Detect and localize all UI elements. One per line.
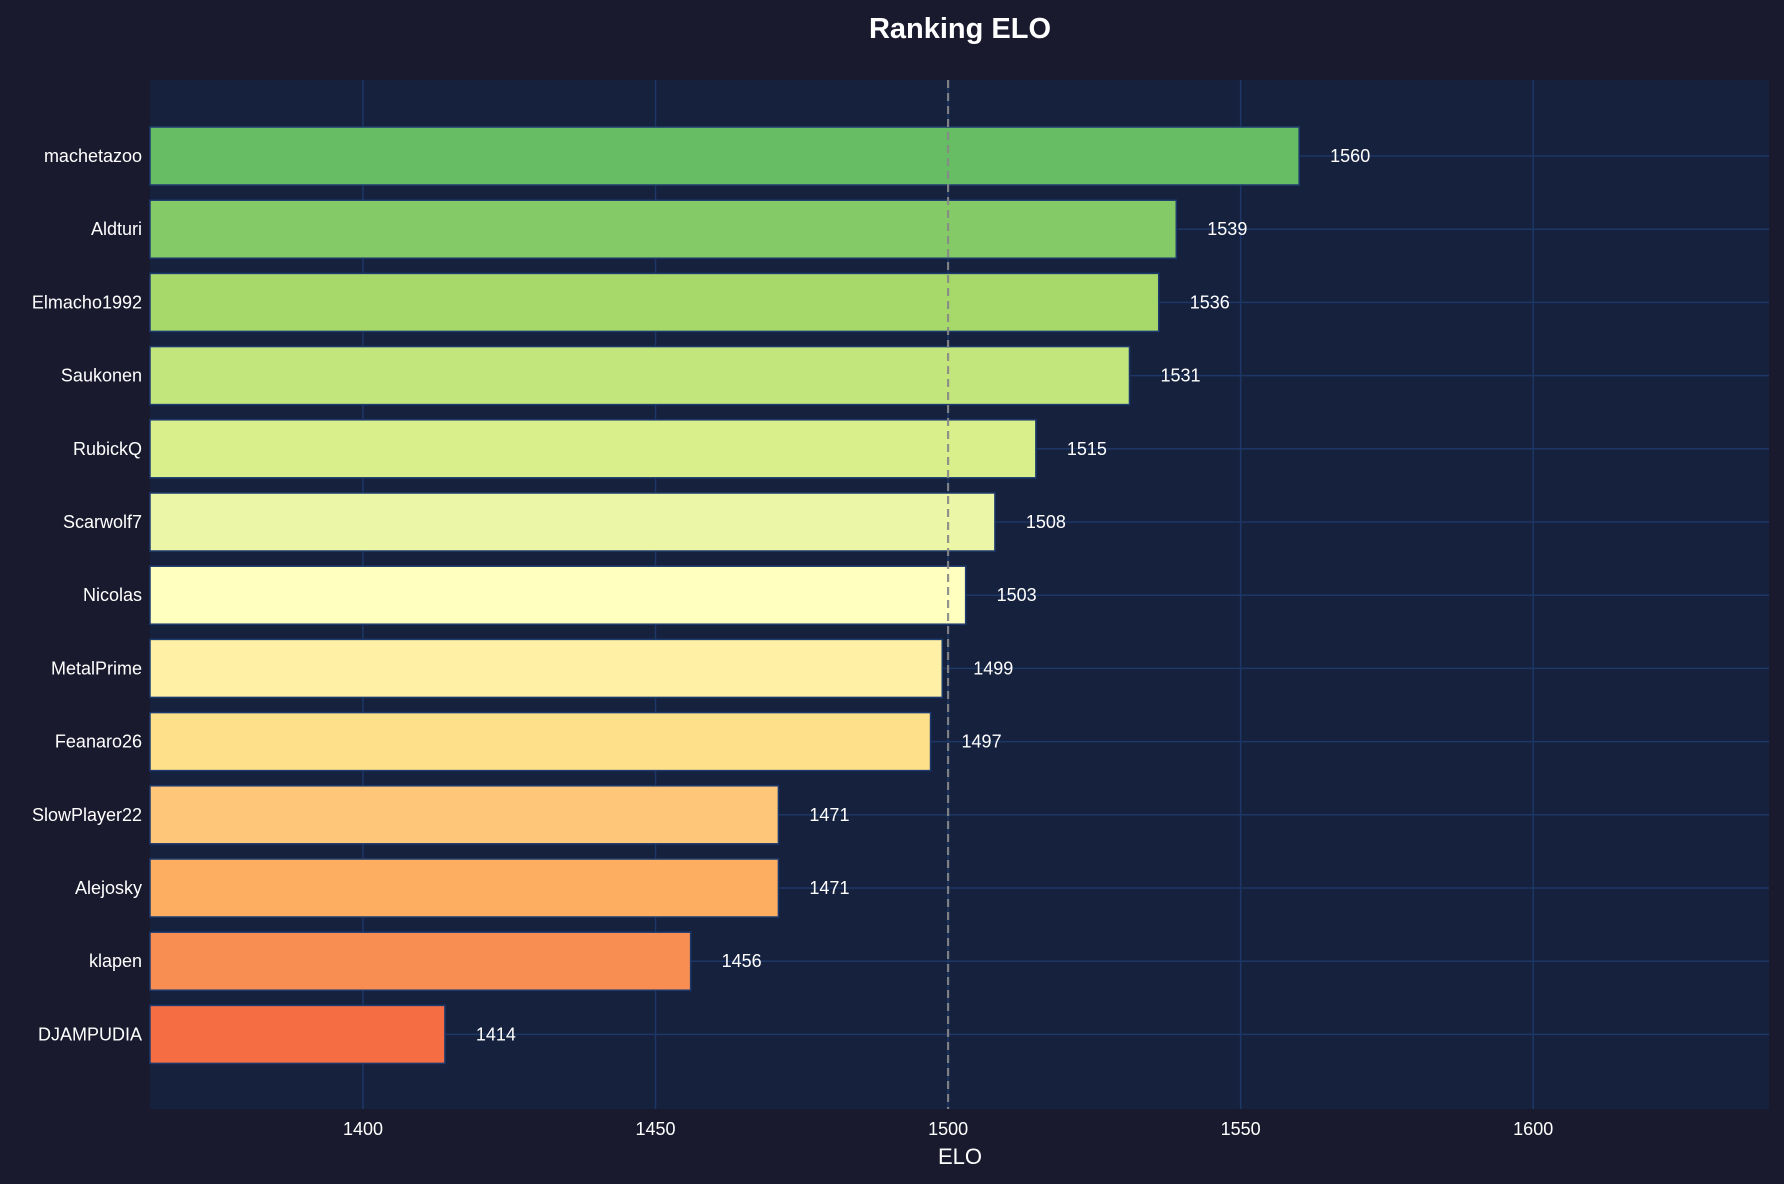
x-axis-label: ELO xyxy=(938,1144,982,1169)
category-label: MetalPrime xyxy=(51,658,142,678)
bar-rubickq xyxy=(149,419,1037,479)
bar-klapen xyxy=(149,931,692,991)
category-label: RubickQ xyxy=(73,439,142,459)
category-label: Feanaro26 xyxy=(55,732,142,752)
category-labels: machetazoo 1560 Aldturi 1539 Elmacho1992 1536… xyxy=(32,146,1370,1044)
data-label: 1456 xyxy=(722,951,762,971)
x-tick-labels: 1400 1450 1500 1550 1600 xyxy=(343,1119,1553,1139)
bars xyxy=(149,126,1300,1065)
bar-slowplayer22 xyxy=(149,785,780,845)
x-tick-label: 1600 xyxy=(1513,1119,1553,1139)
bar-metalprime xyxy=(149,638,943,699)
category-label: Nicolas xyxy=(83,585,142,605)
category-label: Saukonen xyxy=(61,366,142,386)
bar-alejosky xyxy=(149,858,780,918)
category-label: Scarwolf7 xyxy=(63,512,142,532)
bar-aldturi xyxy=(149,199,1178,259)
data-label: 1414 xyxy=(476,1024,516,1044)
category-label: machetazoo xyxy=(44,146,142,166)
data-label: 1497 xyxy=(962,732,1002,752)
data-label: 1536 xyxy=(1190,292,1230,312)
bar-machetazoo xyxy=(149,126,1300,186)
x-tick-label: 1500 xyxy=(928,1119,968,1139)
bar-feanaro26 xyxy=(149,711,932,772)
data-label: 1531 xyxy=(1160,366,1200,386)
x-tick-label: 1400 xyxy=(343,1119,383,1139)
x-tick-label: 1550 xyxy=(1221,1119,1261,1139)
category-label: Alejosky xyxy=(75,878,142,898)
bar-elmacho1992 xyxy=(149,272,1160,333)
data-label: 1560 xyxy=(1330,146,1370,166)
data-label: 1503 xyxy=(997,585,1037,605)
category-label: klapen xyxy=(89,951,142,971)
bar-nicolas xyxy=(149,565,967,625)
data-label: 1539 xyxy=(1207,219,1247,239)
data-label: 1471 xyxy=(809,805,849,825)
category-label: Aldturi xyxy=(91,219,142,239)
bar-saukonen xyxy=(149,345,1131,406)
category-label: SlowPlayer22 xyxy=(32,805,142,825)
x-tick-label: 1450 xyxy=(636,1119,676,1139)
data-label: 1471 xyxy=(809,878,849,898)
bar-djampudia xyxy=(149,1004,446,1065)
chart-title: Ranking ELO xyxy=(869,13,1051,45)
category-label: Elmacho1992 xyxy=(32,292,142,312)
data-label: 1508 xyxy=(1026,512,1066,532)
category-label: DJAMPUDIA xyxy=(38,1024,142,1044)
data-label: 1499 xyxy=(973,658,1013,678)
bar-scarwolf7 xyxy=(149,492,996,552)
data-label: 1515 xyxy=(1067,439,1107,459)
